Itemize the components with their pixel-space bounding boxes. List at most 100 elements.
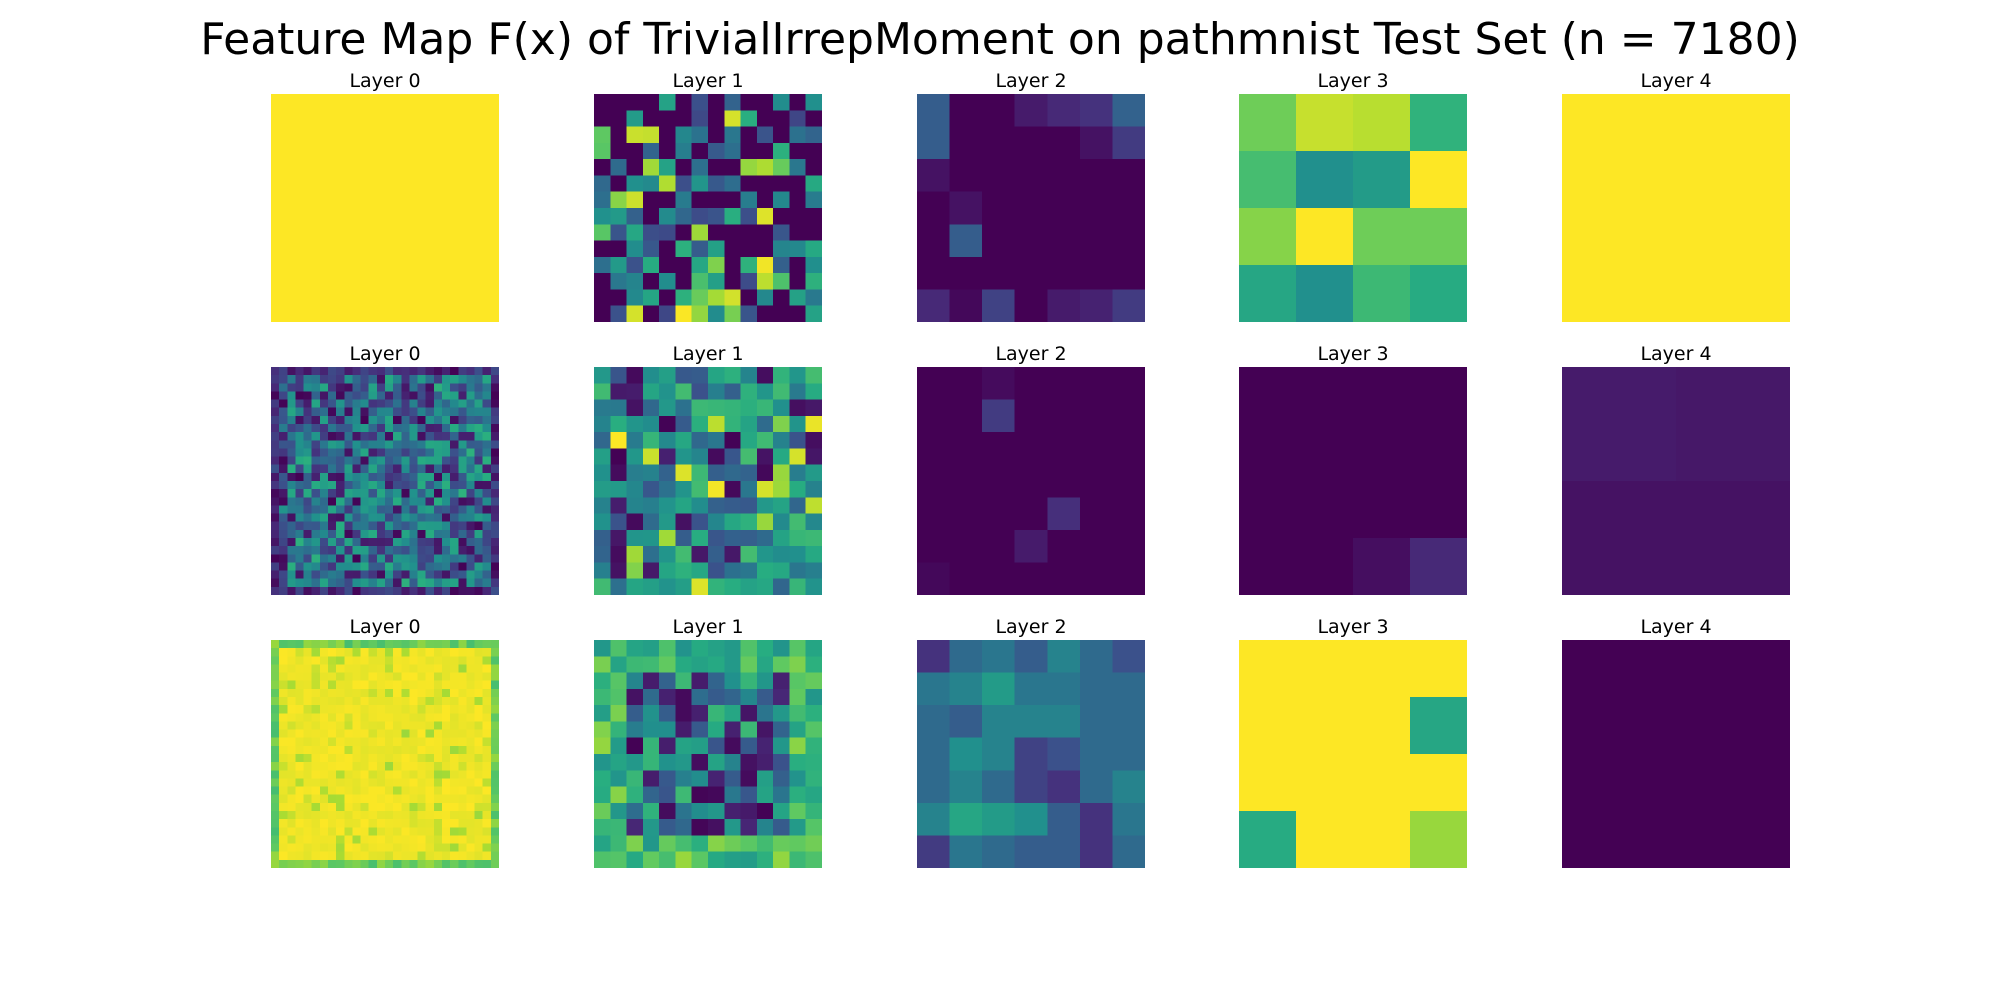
- heatmap-cell: [279, 737, 288, 747]
- heatmap-cell: [271, 367, 280, 376]
- heatmap-cell: [279, 851, 288, 861]
- heatmap: [1239, 94, 1467, 322]
- heatmap-cell: [433, 562, 443, 572]
- heatmap-cell: [659, 705, 676, 722]
- heatmap-cell: [352, 529, 362, 539]
- heatmap-cell: [319, 762, 329, 771]
- heatmap-cell: [442, 570, 451, 580]
- heatmap-cell: [949, 191, 983, 225]
- heatmap-cell: [675, 94, 693, 111]
- heatmap-cell: [417, 640, 427, 649]
- heatmap-cell: [385, 705, 394, 714]
- heatmap-cell: [328, 851, 337, 861]
- heatmap-cell: [303, 729, 313, 739]
- heatmap-cell: [360, 721, 370, 731]
- heatmap-cell: [295, 721, 305, 731]
- heatmap-cell: [368, 729, 378, 739]
- heatmap-cell: [279, 472, 288, 482]
- heatmap-cell: [450, 680, 459, 690]
- heatmap-cell: [805, 464, 822, 482]
- heatmap-cell: [610, 672, 628, 690]
- heatmap-cell: [376, 843, 386, 853]
- heatmap-cell: [385, 440, 394, 449]
- heatmap-cell: [458, 538, 467, 547]
- heatmap-cell: [805, 256, 822, 274]
- heatmap-cell: [287, 456, 296, 466]
- heatmap-cell: [328, 472, 337, 482]
- heatmap-cell: [691, 497, 709, 515]
- heatmap-cell: [982, 224, 1016, 258]
- heatmap-cell: [401, 489, 410, 498]
- heatmap-cell: [328, 680, 337, 690]
- heatmap-cell: [490, 546, 499, 555]
- heatmap-cell: [352, 705, 362, 714]
- heatmap-cell: [740, 672, 758, 690]
- heatmap-cell: [675, 415, 693, 433]
- heatmap-cell: [466, 721, 476, 731]
- heatmap-cell: [393, 481, 402, 490]
- heatmap-cell: [279, 391, 288, 401]
- heatmap-cell: [401, 513, 410, 523]
- heatmap-cell: [385, 754, 394, 763]
- heatmap-cell: [708, 208, 725, 225]
- heatmap-cell: [805, 383, 822, 401]
- heatmap-cell: [376, 505, 386, 515]
- heatmap-cell: [789, 305, 807, 322]
- heatmap-cell: [417, 586, 427, 595]
- heatmap-cell: [490, 456, 499, 466]
- heatmap-cell: [393, 505, 402, 515]
- heatmap-cell: [311, 762, 321, 771]
- heatmap-cell: [1112, 191, 1145, 225]
- heatmap-cell: [675, 562, 693, 580]
- panel-title: Layer 4: [1640, 343, 1712, 365]
- heatmap-cell: [360, 497, 370, 506]
- heatmap-cell: [433, 664, 443, 674]
- heatmap-cell: [789, 142, 807, 160]
- heatmap-cell: [642, 208, 660, 225]
- heatmap-cell: [724, 481, 742, 498]
- heatmap-cell: [401, 851, 410, 861]
- heatmap-cell: [642, 688, 660, 706]
- heatmap-cell: [626, 305, 644, 322]
- heatmap-cell: [740, 705, 758, 722]
- heatmap-cell: [1239, 811, 1297, 868]
- heatmap-cell: [409, 697, 419, 706]
- heatmap-cell: [450, 546, 459, 555]
- heatmap-cell: [642, 786, 660, 804]
- heatmap-cell: [1079, 835, 1113, 868]
- heatmap-cell: [482, 745, 492, 755]
- heatmap-cell: [295, 648, 305, 657]
- heatmap-cell: [336, 680, 345, 690]
- heatmap-cell: [982, 737, 1016, 771]
- heatmap-cell: [626, 142, 644, 160]
- heatmap-cell: [708, 737, 725, 755]
- heatmap-cell: [740, 175, 758, 193]
- heatmap-cell: [724, 94, 742, 111]
- heatmap-cell: [1014, 672, 1048, 706]
- heatmap-cell: [287, 811, 296, 820]
- heatmap-cell: [279, 721, 288, 731]
- heatmap-cell: [442, 843, 451, 853]
- panel-title: Layer 1: [672, 616, 744, 638]
- heatmap-cell: [376, 680, 386, 690]
- heatmap-cell: [789, 640, 807, 657]
- heatmap-cell: [295, 859, 305, 868]
- heatmap-cell: [490, 383, 499, 392]
- heatmap-cell: [311, 656, 321, 665]
- heatmap-cell: [433, 737, 443, 747]
- heatmap-cell: [805, 224, 822, 242]
- heatmap-cell: [336, 762, 345, 771]
- heatmap-cell: [433, 705, 443, 714]
- heatmap-cell: [917, 399, 951, 433]
- heatmap-cell: [756, 110, 774, 128]
- heatmap-cell: [336, 407, 345, 417]
- heatmap-cell: [352, 802, 362, 812]
- heatmap-cell: [425, 440, 435, 449]
- heatmap-cell: [594, 672, 611, 690]
- heatmap-cell: [385, 729, 394, 739]
- heatmap-cell: [642, 802, 660, 820]
- heatmap-cell: [756, 802, 774, 820]
- heatmap-cell: [409, 802, 419, 812]
- panel-title: Layer 0: [349, 70, 421, 92]
- heatmap-cell: [287, 521, 296, 531]
